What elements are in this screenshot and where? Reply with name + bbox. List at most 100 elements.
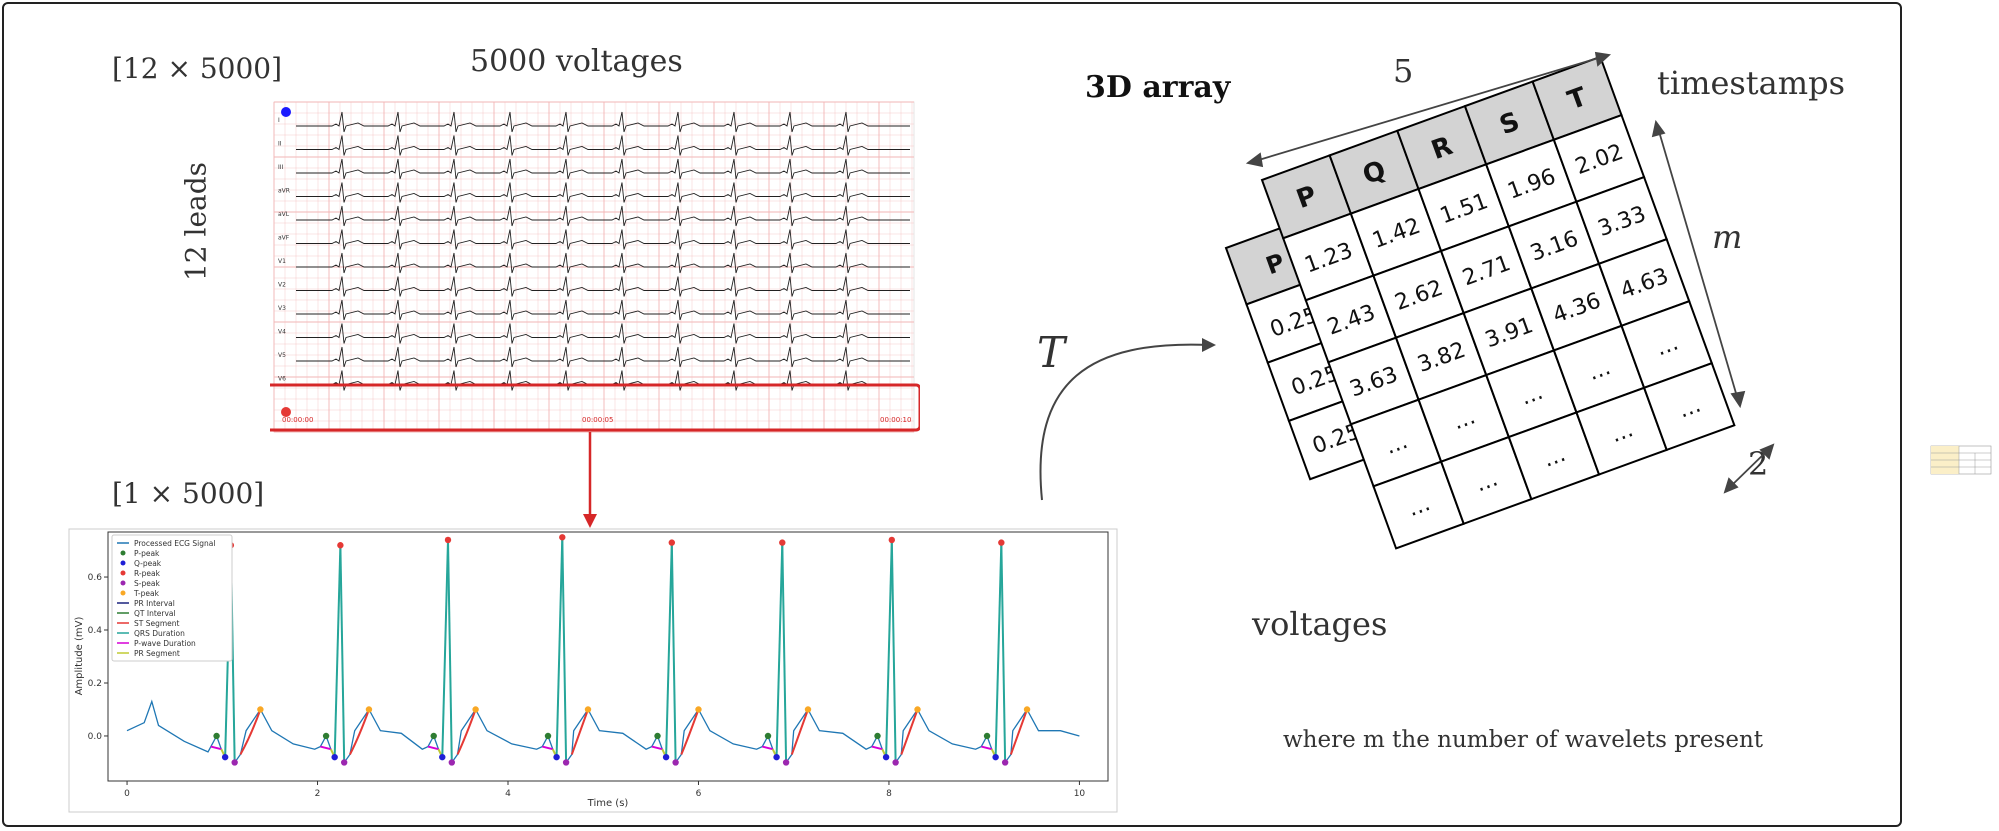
st-segment (239, 709, 262, 756)
lead-label: III (278, 164, 284, 171)
p-peak-point (213, 732, 220, 740)
q-peak-point (882, 753, 890, 761)
p-wave-segment (871, 745, 883, 751)
ecg-chart: 0 2 4 6 8 10 0.6 0.4 0.2 0.0 Processed ECG Signal… (68, 528, 1118, 813)
q-peak-point (992, 753, 999, 761)
x-axis-label: Time (s) (587, 798, 629, 809)
t-peak-point (804, 706, 812, 713)
legend-label: PR Interval (134, 599, 175, 608)
qrs-segment (670, 542, 677, 763)
depth-dimension-arrow (1729, 449, 1769, 488)
lead-label: I (278, 117, 280, 124)
dimension-arrows (1245, 51, 1775, 494)
lead-label: V1 (278, 258, 286, 265)
x-tick-label: 0 (124, 789, 130, 799)
legend-swatch (120, 580, 126, 586)
leads-count-label: 12 leads (179, 161, 213, 282)
depth-arrow-start-icon (1723, 477, 1739, 494)
array-diagram: P 0.25 0.25 0.25 PQRST1.231.421.511.962.… (1039, 51, 1775, 550)
legend-label: P-peak (134, 549, 160, 558)
q-peak-point (662, 753, 670, 761)
lead-label: V5 (278, 352, 286, 359)
legend-label: QRS Duration (134, 629, 185, 638)
wavelets-note: where m the number of wavelets present (1283, 727, 1764, 753)
y-tick-label: 0.4 (88, 626, 103, 636)
dims-bottom-label: [1 × 5000] (112, 477, 265, 510)
timestamps-label: timestamps (1657, 64, 1845, 102)
width-arrow-start-icon (1245, 152, 1264, 168)
legend-label: Q-peak (134, 559, 162, 568)
lead-label: V2 (278, 282, 286, 289)
time-tick-2: 00:00:10 (880, 416, 911, 424)
qrs-segment (555, 537, 564, 758)
selected-lead-highlight (270, 383, 920, 432)
y-tick-label: 0.6 (88, 573, 103, 583)
s-peak-point (562, 759, 570, 766)
qrs-segment (447, 539, 453, 763)
p-wave-segment (320, 745, 332, 751)
lead-trace (296, 205, 910, 227)
plot-area (107, 531, 1109, 782)
p-wave-segment (210, 745, 222, 751)
r-peak-point (444, 536, 452, 544)
transform-T-label: T (1037, 328, 1066, 377)
qrs-segment (1000, 542, 1007, 763)
legend-label: R-peak (134, 569, 161, 578)
width-dimension-arrow (1251, 55, 1606, 163)
qrs-segment (775, 542, 784, 758)
s-peak-point (448, 759, 456, 766)
m-label: m (1712, 218, 1743, 256)
s-peak-point (892, 759, 899, 766)
qrs-segment (561, 537, 568, 763)
legend-label: PR Segment (134, 649, 180, 658)
lead-trace (296, 182, 910, 203)
p-peak-point (983, 732, 991, 740)
t-peak-point (472, 706, 479, 713)
front-table: PQRST1.231.421.511.962.022.432.622.713.1… (1260, 55, 1736, 550)
voltages-count-label: 5000 voltages (470, 44, 683, 79)
legend-swatch (120, 550, 126, 556)
p-peak-point (544, 732, 552, 740)
lead-label: V6 (278, 376, 286, 383)
dims-top-label: [12 × 5000] (112, 52, 282, 85)
array-title: 3D array (1085, 70, 1231, 105)
st-segment (349, 709, 370, 755)
p-wave-segment (542, 745, 554, 751)
width-arrow-end-icon (1594, 51, 1612, 67)
lead-trace (296, 276, 910, 297)
q-peak-point (553, 753, 560, 761)
x-tick-label: 4 (505, 789, 511, 799)
lead-trace (296, 229, 910, 250)
qrs-segment (441, 539, 449, 758)
lead-label: aVR (278, 188, 290, 195)
y-axis-label: Amplitude (mV) (74, 616, 85, 695)
dim-five-label: 5 (1393, 52, 1414, 90)
r-peak-point (559, 534, 566, 541)
lead-trace (296, 346, 910, 368)
t-peak-point (695, 706, 702, 713)
lead-trace (296, 158, 910, 180)
st-segment (900, 709, 919, 755)
st-segment (790, 709, 809, 755)
qrs-segment (665, 542, 673, 758)
r-peak-point (337, 542, 344, 549)
selection-arrow (583, 432, 597, 528)
s-peak-point (231, 759, 238, 766)
thumbnail-preview (1930, 445, 1992, 475)
legend-swatch (120, 560, 126, 566)
lead-trace (296, 111, 910, 133)
x-tick-label: 2 (315, 789, 321, 799)
qrs-segment (885, 539, 893, 758)
chart-legend: Processed ECG SignalP-peakQ-peakR-peakS-… (111, 534, 233, 662)
r-peak-point (779, 539, 786, 546)
t-peak-point (257, 706, 264, 713)
t-peak-point (1023, 706, 1031, 713)
s-peak-point (782, 759, 790, 766)
lead-traces (296, 111, 910, 391)
lead-trace (296, 323, 910, 344)
legend-label: P-wave Duration (134, 639, 196, 648)
time-tick-1: 00:00:05 (582, 416, 613, 424)
qrs-segment (781, 542, 788, 763)
t-peak-point (365, 706, 373, 713)
